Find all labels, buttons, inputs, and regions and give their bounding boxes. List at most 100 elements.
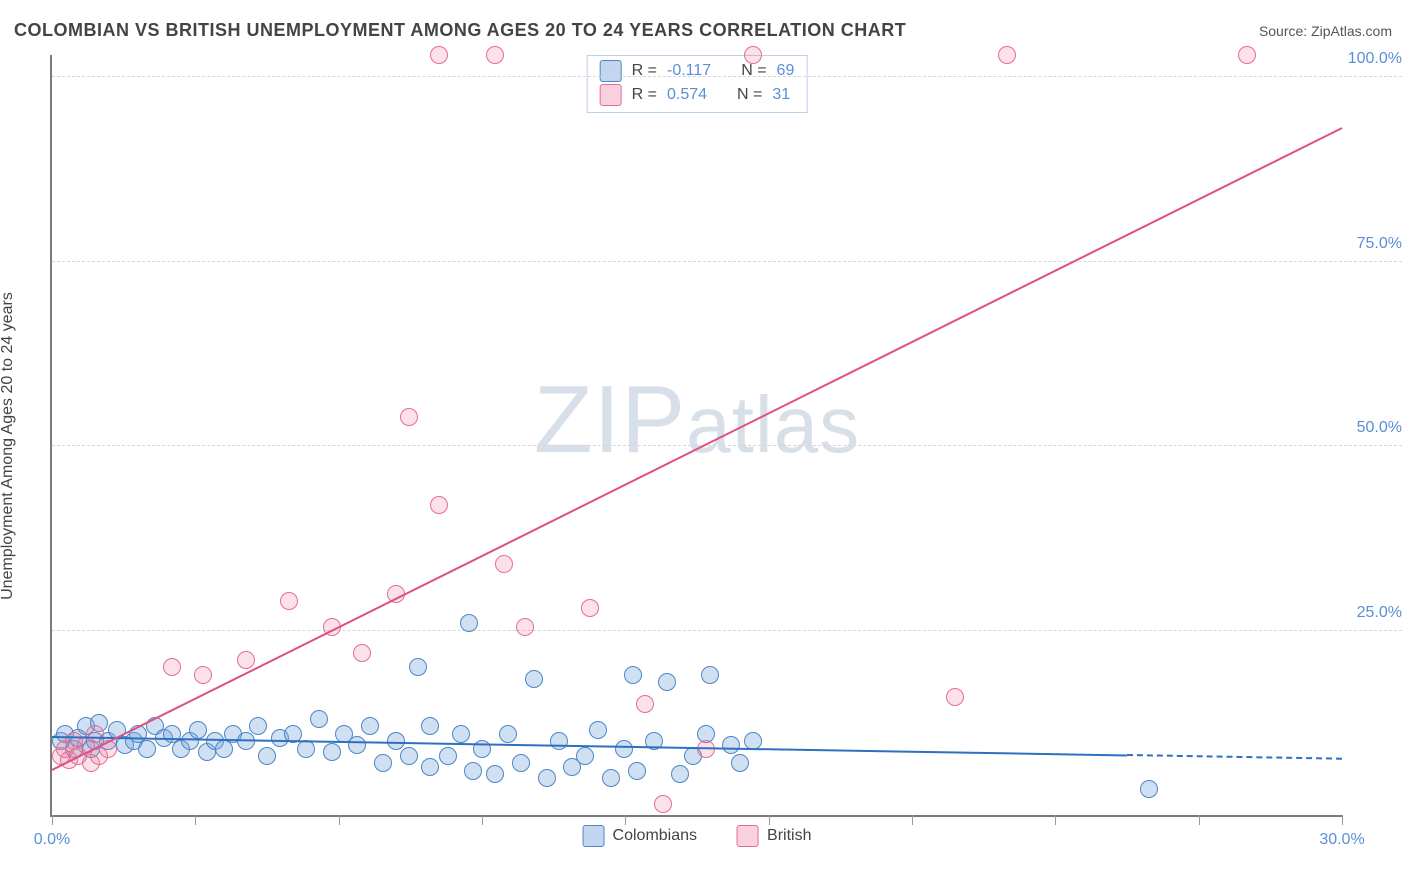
data-point	[946, 688, 964, 706]
data-point	[602, 769, 620, 787]
n-value-british: 31	[772, 83, 790, 107]
watermark-atlas: atlas	[686, 380, 860, 469]
y-tick-label: 25.0%	[1346, 604, 1402, 622]
data-point	[658, 673, 676, 691]
data-point	[400, 408, 418, 426]
data-point	[499, 725, 517, 743]
data-point	[550, 732, 568, 750]
source-prefix: Source:	[1259, 23, 1311, 39]
x-tick	[625, 815, 626, 825]
data-point	[512, 754, 530, 772]
legend-label-british: British	[767, 827, 811, 845]
y-axis-label: Unemployment Among Ages 20 to 24 years	[0, 292, 17, 600]
data-point	[439, 747, 457, 765]
data-point	[258, 747, 276, 765]
scatter-plot: ZIPatlas R = -0.117 N = 69 R = 0.574 N =…	[50, 55, 1342, 817]
data-point	[189, 721, 207, 739]
data-point	[576, 747, 594, 765]
data-point	[400, 747, 418, 765]
data-point	[486, 46, 504, 64]
data-point	[636, 695, 654, 713]
data-point	[538, 769, 556, 787]
data-point	[421, 717, 439, 735]
source-attribution: Source: ZipAtlas.com	[1259, 23, 1392, 39]
x-tick	[482, 815, 483, 825]
n-label: N =	[737, 83, 762, 107]
data-point	[486, 765, 504, 783]
watermark-zip: ZIP	[534, 366, 686, 473]
n-value-colombians: 69	[777, 59, 795, 83]
data-point	[581, 599, 599, 617]
data-point	[361, 717, 379, 735]
x-tick	[769, 815, 770, 825]
x-tick	[195, 815, 196, 825]
swatch-british	[600, 84, 622, 106]
stats-legend: R = -0.117 N = 69 R = 0.574 N = 31	[587, 55, 808, 113]
data-point	[323, 743, 341, 761]
gridline	[52, 445, 1402, 446]
x-tick-label: 0.0%	[34, 831, 70, 849]
y-tick-label: 50.0%	[1346, 419, 1402, 437]
data-point	[495, 555, 513, 573]
data-point	[998, 46, 1016, 64]
data-point	[194, 666, 212, 684]
data-point	[348, 736, 366, 754]
legend-item-british: British	[737, 825, 811, 847]
data-point	[701, 666, 719, 684]
data-point	[628, 762, 646, 780]
data-point	[374, 754, 392, 772]
data-point	[421, 758, 439, 776]
chart-title: COLOMBIAN VS BRITISH UNEMPLOYMENT AMONG …	[14, 20, 906, 41]
x-tick	[1055, 815, 1056, 825]
data-point	[615, 740, 633, 758]
y-tick-label: 100.0%	[1346, 50, 1402, 68]
data-point	[460, 614, 478, 632]
gridline	[52, 261, 1402, 262]
series-legend: Colombians British	[583, 825, 812, 847]
data-point	[138, 740, 156, 758]
r-label: R =	[632, 59, 657, 83]
data-point	[516, 618, 534, 636]
data-point	[589, 721, 607, 739]
swatch-colombians	[583, 825, 605, 847]
data-point	[671, 765, 689, 783]
swatch-british	[737, 825, 759, 847]
x-tick	[1342, 815, 1343, 825]
source-name: ZipAtlas.com	[1311, 23, 1392, 39]
data-point	[722, 736, 740, 754]
data-point	[249, 717, 267, 735]
data-point	[86, 725, 104, 743]
swatch-colombians	[600, 60, 622, 82]
gridline	[52, 76, 1402, 77]
data-point	[237, 651, 255, 669]
x-tick	[52, 815, 53, 825]
data-point	[353, 644, 371, 662]
data-point	[430, 496, 448, 514]
data-point	[624, 666, 642, 684]
data-point	[525, 670, 543, 688]
y-tick-label: 75.0%	[1346, 235, 1402, 253]
watermark: ZIPatlas	[534, 365, 860, 475]
data-point	[1140, 780, 1158, 798]
x-tick-label: 30.0%	[1319, 831, 1364, 849]
x-tick	[1199, 815, 1200, 825]
x-tick	[912, 815, 913, 825]
data-point	[163, 658, 181, 676]
legend-label-colombians: Colombians	[613, 827, 697, 845]
data-point	[464, 762, 482, 780]
trend-line	[1127, 754, 1342, 760]
stats-row-british: R = 0.574 N = 31	[600, 83, 795, 107]
data-point	[1238, 46, 1256, 64]
data-point	[430, 46, 448, 64]
data-point	[744, 46, 762, 64]
x-tick	[339, 815, 340, 825]
r-value-british: 0.574	[667, 83, 707, 107]
stats-row-colombians: R = -0.117 N = 69	[600, 59, 795, 83]
data-point	[654, 795, 672, 813]
legend-item-colombians: Colombians	[583, 825, 697, 847]
data-point	[452, 725, 470, 743]
data-point	[731, 754, 749, 772]
gridline	[52, 630, 1402, 631]
data-point	[310, 710, 328, 728]
trend-line	[52, 127, 1343, 771]
